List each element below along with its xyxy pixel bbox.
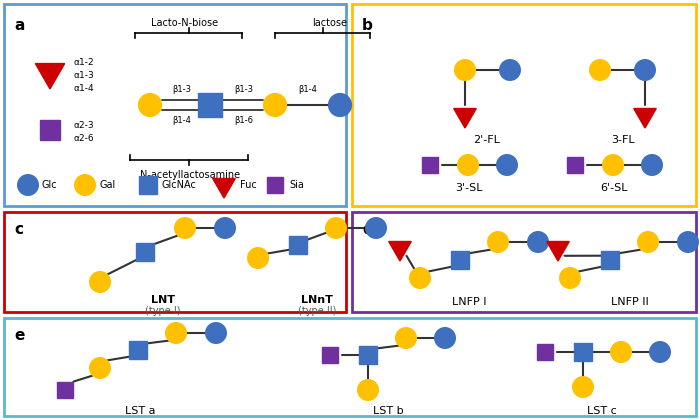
Circle shape: [454, 59, 476, 81]
Bar: [136, 243, 154, 261]
Text: Glc: Glc: [42, 180, 57, 190]
Text: β1-3: β1-3: [234, 85, 253, 94]
Text: β1-6: β1-6: [234, 116, 253, 125]
Text: LNFP I: LNFP I: [452, 297, 486, 307]
Circle shape: [610, 341, 632, 363]
Circle shape: [649, 341, 671, 363]
Circle shape: [641, 154, 663, 176]
Circle shape: [634, 59, 656, 81]
Circle shape: [74, 174, 96, 196]
Circle shape: [602, 154, 624, 176]
Text: α2-3: α2-3: [74, 121, 95, 130]
Circle shape: [174, 217, 196, 239]
Circle shape: [325, 217, 347, 239]
Circle shape: [89, 271, 111, 293]
Text: e: e: [14, 328, 24, 343]
Bar: [198, 93, 222, 117]
Circle shape: [89, 357, 111, 379]
Circle shape: [395, 327, 417, 349]
Circle shape: [457, 154, 479, 176]
Text: LNnT: LNnT: [301, 295, 333, 305]
Circle shape: [365, 217, 387, 239]
Text: α1-4: α1-4: [74, 84, 95, 93]
Text: β1-4: β1-4: [173, 116, 191, 125]
Text: β1-3: β1-3: [172, 85, 192, 94]
Text: 2'-FL: 2'-FL: [474, 135, 500, 145]
Text: d: d: [362, 222, 372, 237]
Circle shape: [677, 231, 699, 253]
Text: (type I): (type I): [146, 306, 181, 316]
Text: β1-4: β1-4: [299, 85, 317, 94]
Bar: [352, 4, 696, 206]
Text: 3'-SL: 3'-SL: [455, 183, 483, 193]
Circle shape: [559, 267, 581, 289]
Bar: [451, 251, 469, 269]
Text: N-acetyllactosamine: N-acetyllactosamine: [140, 170, 240, 180]
Text: Sia: Sia: [289, 180, 304, 190]
Text: α1-3: α1-3: [74, 71, 95, 80]
Text: 3-FL: 3-FL: [611, 135, 635, 145]
Circle shape: [409, 267, 431, 289]
Bar: [352, 212, 696, 312]
Circle shape: [487, 231, 509, 253]
Bar: [359, 346, 377, 364]
Circle shape: [357, 379, 379, 401]
Text: lactose: lactose: [312, 18, 347, 28]
Text: c: c: [14, 222, 23, 237]
Text: GlcNAc: GlcNAc: [162, 180, 197, 190]
Bar: [129, 341, 147, 359]
Circle shape: [434, 327, 456, 349]
Bar: [601, 251, 619, 269]
Text: LNT: LNT: [151, 295, 175, 305]
Text: LST a: LST a: [125, 406, 155, 416]
Circle shape: [214, 217, 236, 239]
Circle shape: [572, 376, 594, 398]
Circle shape: [527, 231, 549, 253]
Text: α2-6: α2-6: [74, 134, 95, 143]
Circle shape: [589, 59, 611, 81]
Circle shape: [637, 231, 659, 253]
Bar: [289, 236, 307, 254]
Bar: [4, 212, 346, 312]
Text: (type II): (type II): [298, 306, 336, 316]
Bar: [4, 4, 346, 206]
Text: Lacto-N-biose: Lacto-N-biose: [151, 18, 218, 28]
Circle shape: [247, 247, 269, 269]
Text: LST c: LST c: [587, 406, 617, 416]
Text: b: b: [362, 18, 373, 33]
Text: a: a: [14, 18, 24, 33]
Text: α1-2: α1-2: [74, 58, 95, 67]
Circle shape: [17, 174, 39, 196]
Circle shape: [263, 93, 287, 117]
Circle shape: [205, 322, 227, 344]
Circle shape: [496, 154, 518, 176]
Text: LST b: LST b: [372, 406, 403, 416]
Bar: [139, 176, 157, 194]
Circle shape: [499, 59, 521, 81]
Bar: [574, 343, 592, 361]
Text: LNFP II: LNFP II: [611, 297, 649, 307]
Circle shape: [165, 322, 187, 344]
Circle shape: [328, 93, 352, 117]
Bar: [4, 318, 696, 416]
Text: 6'-SL: 6'-SL: [601, 183, 628, 193]
Text: Gal: Gal: [99, 180, 116, 190]
Circle shape: [138, 93, 162, 117]
Text: Fuc: Fuc: [240, 180, 257, 190]
